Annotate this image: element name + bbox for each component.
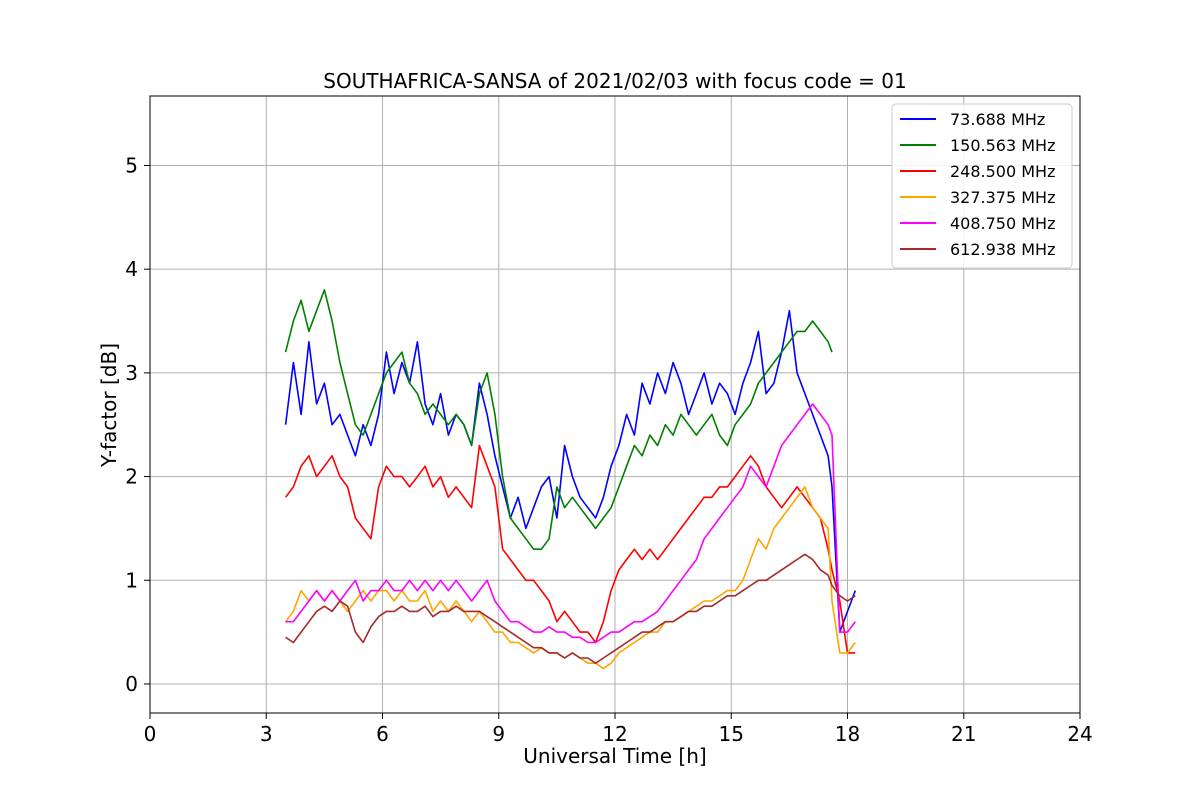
series-line-2 bbox=[284, 444, 856, 654]
x-tick-label: 24 bbox=[1067, 722, 1092, 746]
y-tick-label: 2 bbox=[125, 465, 138, 489]
y-tick-label: 4 bbox=[125, 257, 138, 281]
y-axis-label: Y-factor [dB] bbox=[97, 343, 121, 468]
x-tick-label: 15 bbox=[719, 722, 744, 746]
y-tick-label: 3 bbox=[125, 361, 138, 385]
x-tick-label: 21 bbox=[951, 722, 976, 746]
y-tick-label: 1 bbox=[125, 568, 138, 592]
legend-entry: 150.563 MHz bbox=[950, 136, 1055, 155]
x-tick-label: 9 bbox=[492, 722, 505, 746]
legend-entry: 408.750 MHz bbox=[950, 214, 1055, 233]
chart-title: SOUTHAFRICA-SANSA of 2021/02/03 with foc… bbox=[323, 69, 907, 93]
x-tick-label: 12 bbox=[602, 722, 627, 746]
legend-box bbox=[891, 103, 1073, 269]
series-line-1 bbox=[284, 289, 833, 551]
y-tick-label: 5 bbox=[125, 153, 138, 177]
series-line-5 bbox=[285, 553, 856, 665]
y-tick-label: 0 bbox=[125, 672, 138, 696]
x-tick-label: 0 bbox=[144, 722, 157, 746]
x-tick-label: 6 bbox=[376, 722, 389, 746]
legend: 73.688 MHz 150.563 MHz 248.500 MHz 327.375 … bbox=[891, 103, 1073, 269]
series-line-4 bbox=[285, 403, 856, 644]
series-line-0 bbox=[284, 309, 857, 633]
series-group bbox=[284, 289, 857, 670]
legend-entry: 248.500 MHz bbox=[950, 162, 1055, 181]
legend-entry: 612.938 MHz bbox=[950, 240, 1055, 259]
x-axis-label: Universal Time [h] bbox=[523, 744, 706, 768]
legend-entry: 327.375 MHz bbox=[950, 188, 1055, 207]
legend-entry: 73.688 MHz bbox=[950, 110, 1045, 129]
x-tick-label: 3 bbox=[260, 722, 273, 746]
x-tick-label: 18 bbox=[835, 722, 860, 746]
